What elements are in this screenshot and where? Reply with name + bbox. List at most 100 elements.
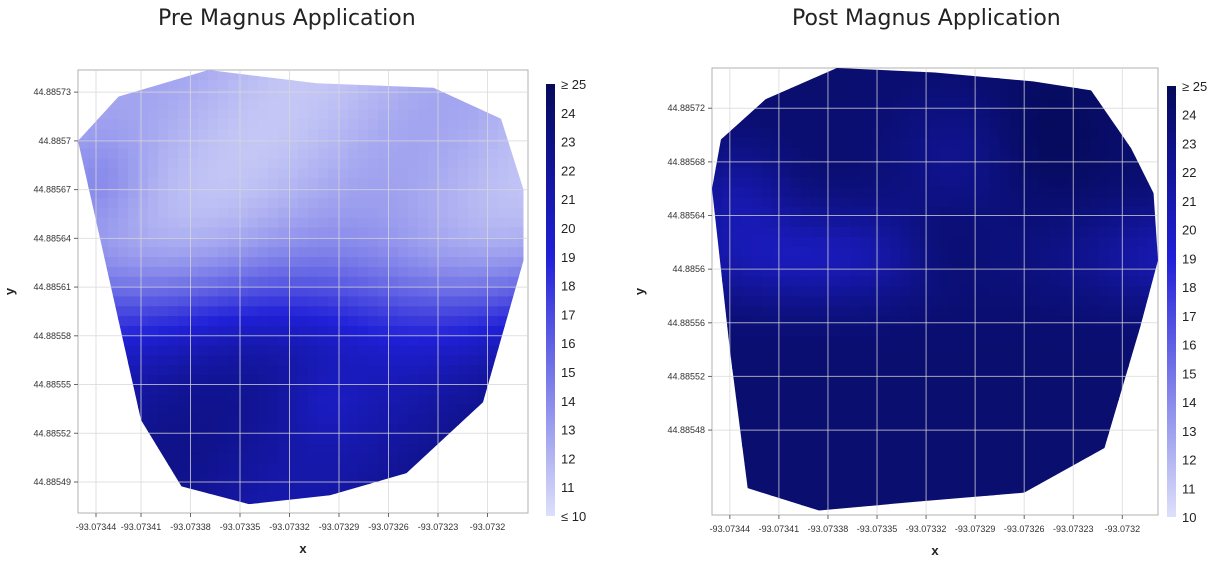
heatmap-cell — [158, 355, 169, 366]
heatmap-cell — [860, 465, 872, 476]
heatmap-cell — [761, 326, 773, 337]
heatmap-cell — [781, 197, 792, 208]
heatmap-cell — [850, 127, 862, 139]
heatmap-cell — [1009, 137, 1020, 149]
heatmap-cell — [1058, 395, 1070, 407]
heatmap-cell — [821, 236, 832, 248]
heatmap-cell — [1088, 356, 1100, 367]
heatmap-cell — [288, 129, 299, 140]
heatmap-cell — [1009, 455, 1020, 466]
heatmap-cell — [791, 246, 802, 258]
heatmap-cell — [338, 89, 349, 101]
heatmap-cell — [298, 188, 309, 199]
heatmap-cell — [238, 434, 249, 445]
heatmap-cell — [930, 137, 941, 149]
heatmap-cell — [781, 306, 792, 317]
heatmap-cell — [959, 167, 971, 178]
heatmap-cell — [1118, 326, 1129, 337]
x-tick-label: -93.07329 — [319, 522, 360, 532]
heatmap-cell — [751, 475, 763, 486]
heatmap-cell — [1048, 187, 1060, 198]
heatmap-cell — [458, 296, 469, 307]
heatmap-cell — [949, 445, 961, 456]
heatmap-cell — [278, 434, 289, 445]
heatmap-cell — [308, 375, 319, 386]
heatmap-cell — [98, 207, 109, 219]
x-axis-label: x — [299, 541, 307, 556]
heatmap-cell — [458, 129, 469, 140]
heatmap-cell — [188, 296, 199, 307]
heatmap-cell — [1009, 346, 1020, 357]
heatmap-cell — [128, 355, 139, 366]
heatmap-cell — [488, 355, 499, 366]
heatmap-cell — [428, 365, 439, 376]
heatmap-cell — [228, 385, 239, 396]
heatmap-cell — [158, 385, 169, 396]
heatmap-cell — [288, 493, 299, 504]
heatmap-cell — [741, 425, 753, 437]
heatmap-cell — [258, 178, 269, 189]
heatmap-cell — [1078, 97, 1090, 109]
heatmap-cell — [368, 355, 379, 366]
heatmap-cell — [979, 346, 991, 357]
heatmap-cell — [498, 306, 509, 317]
heatmap-cell — [338, 266, 349, 278]
heatmap-cell — [1039, 405, 1050, 417]
heatmap-cell — [418, 266, 429, 278]
heatmap-cell — [498, 188, 509, 199]
heatmap-cell — [1058, 97, 1070, 109]
heatmap-cell — [830, 326, 842, 337]
heatmap-cell — [188, 119, 199, 130]
heatmap-cell — [518, 188, 524, 199]
heatmap-cell — [248, 325, 259, 337]
heatmap-cell — [1039, 197, 1050, 208]
heatmap-cell — [458, 247, 469, 258]
heatmap-cell — [408, 237, 419, 248]
heatmap-cell — [801, 197, 812, 208]
heatmap-cell — [1058, 316, 1070, 327]
heatmap-cell — [238, 325, 249, 337]
heatmap-cell — [771, 445, 782, 456]
heatmap-cell — [1088, 207, 1100, 218]
heatmap-cell — [248, 473, 259, 485]
heatmap-cell — [348, 385, 359, 396]
heatmap-cell — [188, 207, 199, 219]
heatmap-cell — [751, 336, 763, 347]
heatmap-cell — [860, 256, 872, 268]
heatmap-cell — [1039, 296, 1050, 307]
heatmap-cell — [168, 316, 179, 327]
heatmap-cell — [388, 325, 399, 337]
heatmap-cell — [741, 385, 753, 397]
heatmap-cell — [178, 129, 189, 140]
heatmap-cell — [1039, 395, 1050, 407]
heatmap-cell — [870, 127, 882, 139]
heatmap-cell — [448, 424, 459, 435]
heatmap-cell — [910, 256, 921, 268]
heatmap-cell — [999, 97, 1010, 109]
heatmap-cell — [378, 207, 389, 219]
heatmap-cell — [890, 415, 901, 427]
heatmap-cell — [731, 217, 743, 228]
heatmap-cell — [438, 119, 449, 130]
heatmap-cell — [468, 335, 479, 347]
heatmap-cell — [1138, 217, 1149, 228]
heatmap-cell — [188, 247, 199, 258]
heatmap-cell — [811, 256, 822, 268]
heatmap-cell — [418, 276, 429, 288]
heatmap-cell — [448, 168, 459, 179]
heatmap-cell — [248, 119, 259, 130]
heatmap-cell — [228, 227, 239, 238]
heatmap-cell — [821, 157, 832, 168]
heatmap-cell — [1088, 326, 1100, 337]
heatmap-cell — [791, 346, 802, 357]
heatmap-cell — [870, 246, 882, 258]
heatmap-cell — [860, 266, 872, 278]
heatmap-cell — [1039, 276, 1050, 288]
heatmap-cell — [208, 296, 219, 307]
heatmap-cell — [358, 325, 369, 337]
heatmap-cell — [248, 375, 259, 386]
heatmap-cell — [308, 286, 319, 298]
heatmap-cell — [368, 316, 379, 327]
heatmap-cell — [959, 296, 971, 307]
heatmap-cell — [870, 435, 882, 447]
